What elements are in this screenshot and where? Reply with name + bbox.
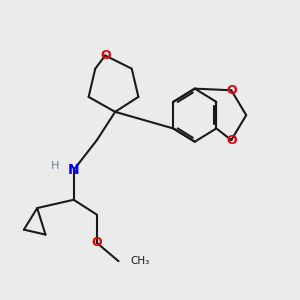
Text: O: O	[226, 84, 237, 97]
Text: H: H	[51, 161, 60, 171]
Text: O: O	[226, 134, 237, 146]
Text: O: O	[92, 236, 102, 249]
Text: O: O	[100, 49, 110, 62]
Text: CH₃: CH₃	[130, 256, 149, 266]
Text: N: N	[68, 163, 80, 177]
